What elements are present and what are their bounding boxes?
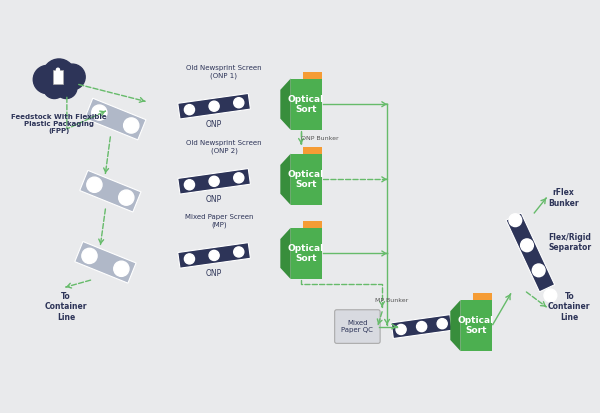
Polygon shape <box>178 93 250 119</box>
Circle shape <box>437 318 447 329</box>
Text: ONP: ONP <box>206 120 222 129</box>
Polygon shape <box>85 98 146 140</box>
Circle shape <box>184 254 194 264</box>
Polygon shape <box>80 171 141 212</box>
Circle shape <box>416 321 427 332</box>
Text: ONP: ONP <box>206 195 222 204</box>
Circle shape <box>396 324 406 335</box>
Polygon shape <box>280 78 290 130</box>
Polygon shape <box>461 300 492 351</box>
Polygon shape <box>280 154 290 205</box>
Text: Old Newsprint Screen
(ONP 2): Old Newsprint Screen (ONP 2) <box>186 140 262 154</box>
Polygon shape <box>303 221 322 228</box>
Circle shape <box>234 173 244 183</box>
Text: Optical
Sort: Optical Sort <box>458 316 494 335</box>
Circle shape <box>234 97 244 108</box>
Circle shape <box>544 289 557 302</box>
Circle shape <box>509 214 521 227</box>
Polygon shape <box>290 228 322 279</box>
Circle shape <box>114 261 129 276</box>
Polygon shape <box>75 242 136 283</box>
Polygon shape <box>178 169 250 194</box>
Text: Feedstock With Flexible
Plastic Packaging
(FPP): Feedstock With Flexible Plastic Packagin… <box>11 114 107 134</box>
Polygon shape <box>450 300 461 351</box>
Text: Mixed
Paper QC: Mixed Paper QC <box>341 320 373 333</box>
Polygon shape <box>178 242 250 268</box>
Circle shape <box>184 104 194 115</box>
Polygon shape <box>391 315 452 339</box>
Text: ONP Bunker: ONP Bunker <box>301 136 338 141</box>
Circle shape <box>56 68 59 71</box>
Circle shape <box>44 77 65 99</box>
Circle shape <box>209 176 219 186</box>
Circle shape <box>55 77 77 99</box>
Polygon shape <box>290 154 322 205</box>
Circle shape <box>59 64 85 90</box>
Text: rFlex
Bunker: rFlex Bunker <box>548 188 579 208</box>
Circle shape <box>532 264 545 277</box>
Polygon shape <box>473 293 492 300</box>
Circle shape <box>82 248 97 263</box>
Polygon shape <box>303 71 322 78</box>
Circle shape <box>184 180 194 190</box>
FancyBboxPatch shape <box>335 310 380 343</box>
Circle shape <box>33 65 62 94</box>
Text: To
Container
Line: To Container Line <box>548 292 590 322</box>
Text: Optical
Sort: Optical Sort <box>288 244 324 263</box>
Text: Optical
Sort: Optical Sort <box>288 170 324 189</box>
Polygon shape <box>290 78 322 130</box>
Circle shape <box>87 177 102 192</box>
Circle shape <box>43 59 75 91</box>
Text: MP Bunker: MP Bunker <box>376 298 409 303</box>
Text: Old Newsprint Screen
(ONP 1): Old Newsprint Screen (ONP 1) <box>186 65 262 78</box>
Text: Optical
Sort: Optical Sort <box>288 95 324 114</box>
Text: Flex/Rigid
Separator: Flex/Rigid Separator <box>548 233 591 252</box>
Circle shape <box>124 118 139 133</box>
Circle shape <box>209 101 219 111</box>
Text: ONP: ONP <box>206 269 222 278</box>
Circle shape <box>234 247 244 257</box>
Polygon shape <box>280 228 290 279</box>
Circle shape <box>521 239 533 252</box>
Polygon shape <box>506 213 554 292</box>
Circle shape <box>119 190 134 205</box>
Text: Mixed Paper Screen
(MP): Mixed Paper Screen (MP) <box>185 214 253 228</box>
Polygon shape <box>303 147 322 154</box>
Polygon shape <box>53 70 63 84</box>
Circle shape <box>209 250 219 261</box>
Circle shape <box>92 105 107 120</box>
Text: To
Container
Line: To Container Line <box>44 292 87 322</box>
